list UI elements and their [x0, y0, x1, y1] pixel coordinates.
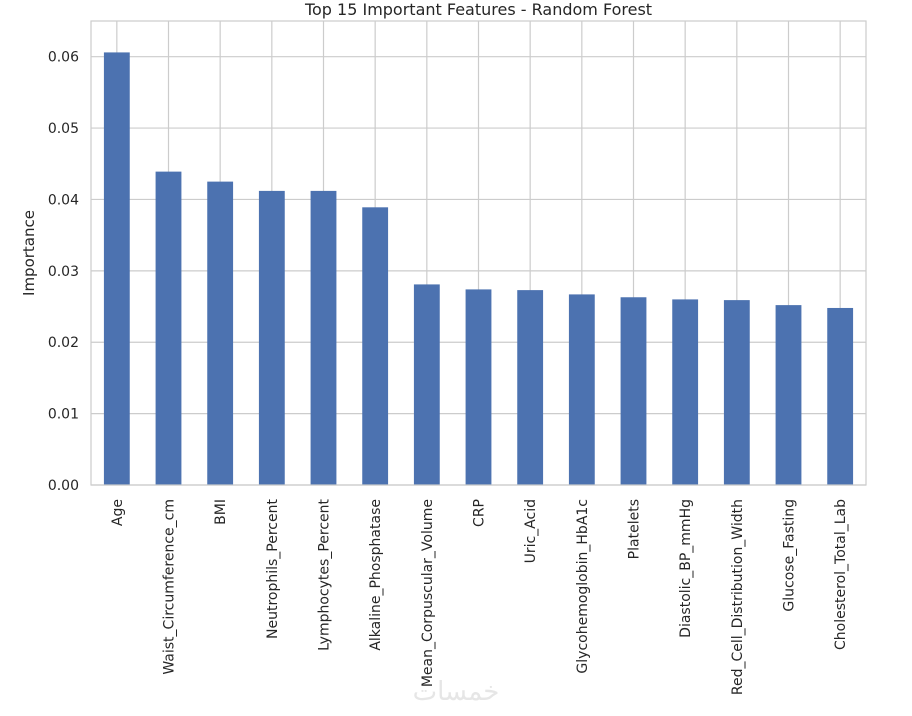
bar-glycohemoglobin-hba1c	[568, 294, 595, 485]
bar-diastolic-bp-mmhg	[672, 299, 699, 485]
bar-mean-corpuscular-volume	[413, 284, 440, 485]
y-tick-labels: 0.00 0.01 0.02 0.03 0.04 0.05 0.06	[48, 50, 79, 494]
bar-crp	[465, 289, 492, 485]
y-tick-label: 0.02	[48, 335, 79, 351]
x-tick-label: Uric_Acid	[523, 499, 539, 563]
bar-waist-circumference-cm	[155, 171, 182, 486]
bars-layer	[103, 52, 854, 486]
bar-alkaline-phosphatase	[362, 207, 389, 485]
bar-uric-acid	[517, 290, 544, 485]
y-tick-label: 0.03	[48, 264, 79, 280]
x-tick-label: Neutrophils_Percent	[265, 499, 281, 639]
y-tick-label: 0.04	[48, 192, 79, 208]
chart-title: Top 15 Important Features - Random Fores…	[304, 0, 652, 19]
x-tick-label: Waist_Circumference_cm	[162, 499, 178, 675]
x-tick-label: Red_Cell_Distribution_Width	[730, 499, 746, 695]
y-tick-label: 0.06	[48, 50, 79, 66]
y-axis-title: Importance	[20, 210, 38, 296]
bar-age	[103, 52, 130, 485]
x-tick-label: Glycohemoglobin_HbA1c	[575, 499, 591, 674]
bar-glucose-fasting	[775, 305, 802, 485]
bar-bmi	[207, 181, 234, 485]
x-tick-label: Alkaline_Phosphatase	[368, 499, 384, 651]
watermark: خمسات	[413, 677, 500, 707]
y-tick-label: 0.00	[48, 478, 79, 494]
x-tick-label: Platelets	[627, 499, 643, 559]
x-tick-label: Glucose_Fasting	[782, 499, 798, 612]
bar-red-cell-distribution-width	[723, 300, 750, 485]
bar-cholesterol-total-lab	[827, 307, 854, 485]
y-tick-label: 0.01	[48, 407, 79, 423]
bar-neutrophils-percent	[258, 190, 285, 485]
x-tick-label: Age	[110, 499, 126, 526]
x-tick-label: CRP	[472, 499, 488, 527]
x-tick-label: Lymphocytes_Percent	[317, 498, 333, 650]
bar-lymphocytes-percent	[310, 190, 337, 485]
plot-frame	[90, 20, 867, 486]
y-tick-label: 0.05	[48, 121, 79, 137]
x-tick-label: BMI	[213, 499, 229, 525]
x-tick-labels: Age Waist_Circumference_cm BMI Neutrophils_…	[110, 498, 849, 695]
x-tick-label: Mean_Corpuscular_Volume	[420, 499, 436, 687]
x-tick-label: Diastolic_BP_mmHg	[678, 499, 694, 638]
bar-platelets	[620, 297, 647, 485]
x-tick-label: Cholesterol_Total_Lab	[833, 499, 849, 650]
